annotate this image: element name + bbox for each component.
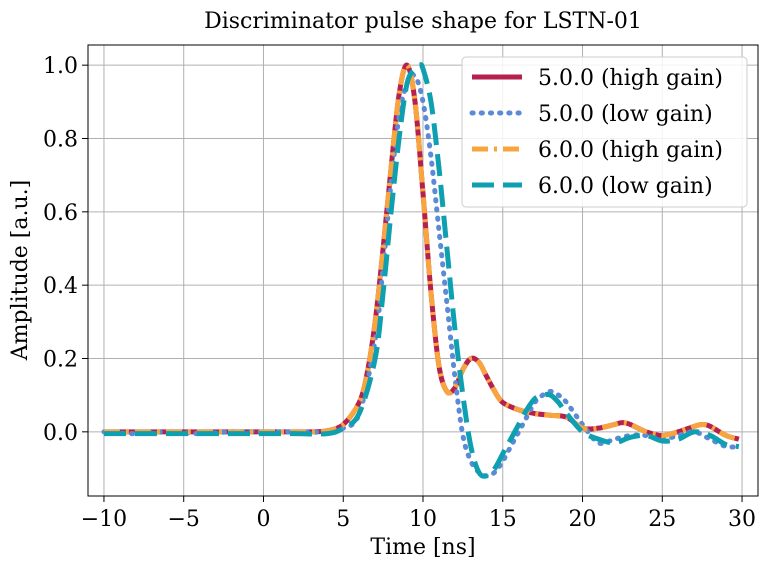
y-tick-label: 0.0 (43, 421, 78, 446)
x-tick-label: 5 (336, 507, 350, 532)
x-tick-label: 15 (489, 507, 517, 532)
legend-label-1: 5.0.0 (high gain) (538, 66, 723, 91)
x-tick-label: −10 (81, 507, 127, 532)
series-layer (101, 62, 742, 479)
ticks: −10 −5 0 5 10 15 20 25 30 0.0 0.2 0.4 0.6 0.8 1.0 (43, 54, 756, 532)
legend-label-2: 5.0.0 (low gain) (538, 102, 713, 127)
x-tick-label: 25 (648, 507, 676, 532)
x-tick-label: 30 (728, 507, 756, 532)
y-tick-label: 1.0 (43, 54, 78, 79)
legend-label-3: 6.0.0 (high gain) (538, 138, 723, 163)
y-tick-label: 0.2 (43, 348, 78, 373)
x-tick-label: 0 (256, 507, 270, 532)
series-line-3 (103, 62, 740, 442)
legend-label-4: 6.0.0 (low gain) (538, 174, 713, 199)
chart-title: Discriminator pulse shape for LSTN-01 (204, 9, 642, 34)
x-tick-label: −5 (167, 507, 199, 532)
y-tick-label: 0.8 (43, 128, 78, 153)
y-tick-label: 0.4 (43, 274, 78, 299)
x-tick-label: 10 (409, 507, 437, 532)
y-tick-label: 0.6 (43, 201, 78, 226)
x-tick-label: 20 (569, 507, 597, 532)
y-axis-label: Amplitude [a.u.] (8, 180, 33, 361)
x-axis-label: Time [ns] (370, 535, 475, 560)
legend-frame (461, 56, 748, 208)
series-line-2 (101, 72, 742, 479)
legend: 5.0.0 (high gain) 5.0.0 (low gain) 6.0.0 (… (461, 56, 748, 208)
